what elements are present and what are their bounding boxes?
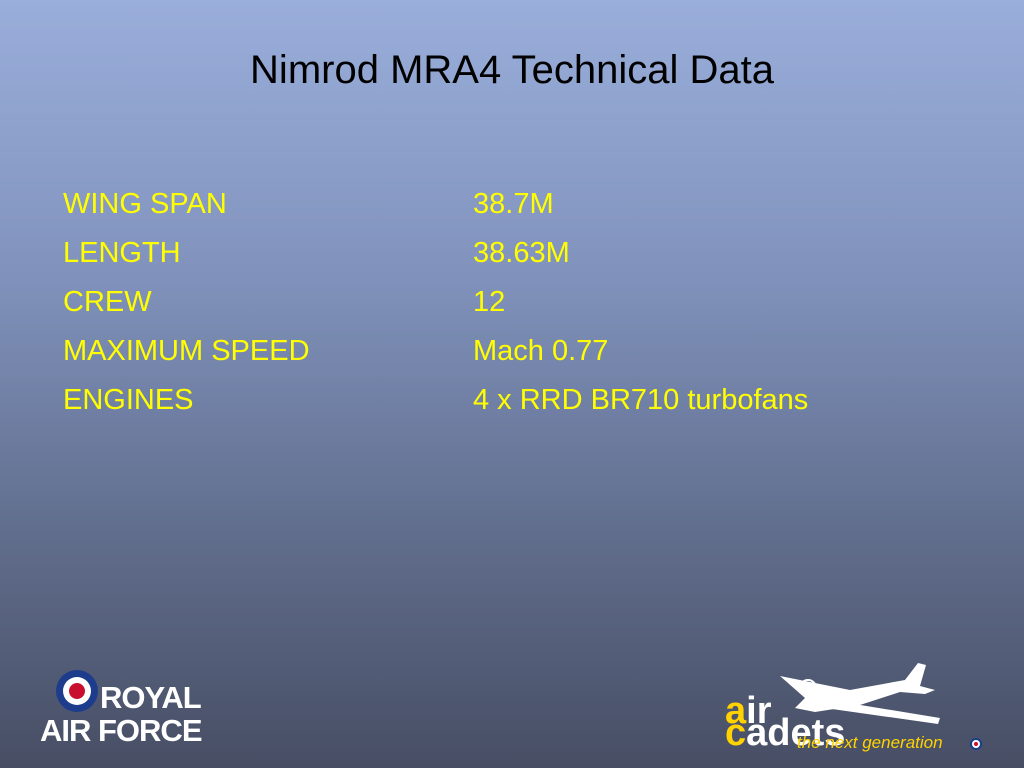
data-row: CREW 12 (0, 286, 1024, 326)
cadets-tagline: the next generation (797, 733, 943, 752)
cadets-plane (780, 663, 982, 750)
slide-title: Nimrod MRA4 Technical Data (250, 48, 774, 92)
raf-logo-text: AIR FORCE (40, 713, 202, 748)
row-label: MAXIMUM SPEED (63, 335, 310, 367)
row-value: 38.63M (473, 237, 570, 269)
data-row: ENGINES 4 x RRD BR710 turbofans (0, 384, 1024, 424)
cadets-logo-text: cadets (725, 712, 846, 754)
row-value: 12 (473, 286, 506, 318)
data-row: WING SPAN 38.7M (0, 188, 1024, 228)
row-label: CREW (63, 286, 152, 318)
raf-roundel (56, 670, 98, 712)
row-value: 38.7M (473, 188, 554, 220)
cadets-logo-text: air (725, 690, 772, 732)
row-label: WING SPAN (63, 188, 227, 220)
data-row: LENGTH 38.63M (0, 237, 1024, 277)
row-label: ENGINES (63, 384, 194, 416)
row-value: Mach 0.77 (473, 335, 609, 367)
row-label: LENGTH (63, 237, 181, 269)
data-row: MAXIMUM SPEED Mach 0.77 (0, 335, 1024, 375)
row-value: 4 x RRD BR710 turbofans (473, 384, 809, 416)
raf-logo-text: ROYAL (100, 680, 202, 715)
